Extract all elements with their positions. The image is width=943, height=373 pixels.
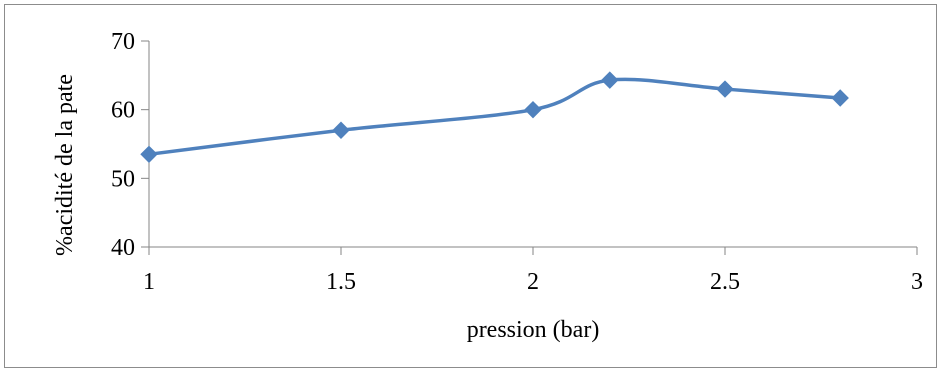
y-tick-label: 40 bbox=[111, 235, 135, 261]
data-point-marker bbox=[716, 80, 734, 98]
x-tick-label: 1.5 bbox=[326, 269, 356, 295]
x-axis-title: pression (bar) bbox=[467, 317, 600, 343]
y-axis-title: %acidité de la pate bbox=[52, 74, 78, 256]
y-tick-label: 50 bbox=[111, 166, 135, 192]
y-tick-label: 70 bbox=[111, 29, 135, 55]
ticks: 40 50 60 70 1 1.5 2 2.5 3 bbox=[111, 29, 923, 295]
series-line bbox=[147, 77, 842, 157]
data-point-marker bbox=[140, 145, 158, 164]
x-tick-label: 1 bbox=[143, 269, 155, 295]
x-tick-label: 2 bbox=[527, 269, 539, 295]
data-point-marker bbox=[831, 89, 849, 107]
x-tick-label: 2.5 bbox=[710, 269, 740, 295]
x-tick-label: 3 bbox=[911, 269, 923, 295]
series bbox=[140, 71, 849, 164]
data-point-marker bbox=[332, 121, 350, 139]
y-tick-label: 60 bbox=[111, 98, 135, 124]
data-point-marker bbox=[601, 71, 619, 89]
chart-frame bbox=[4, 4, 937, 368]
data-point-marker bbox=[524, 100, 542, 119]
axes bbox=[148, 41, 917, 248]
